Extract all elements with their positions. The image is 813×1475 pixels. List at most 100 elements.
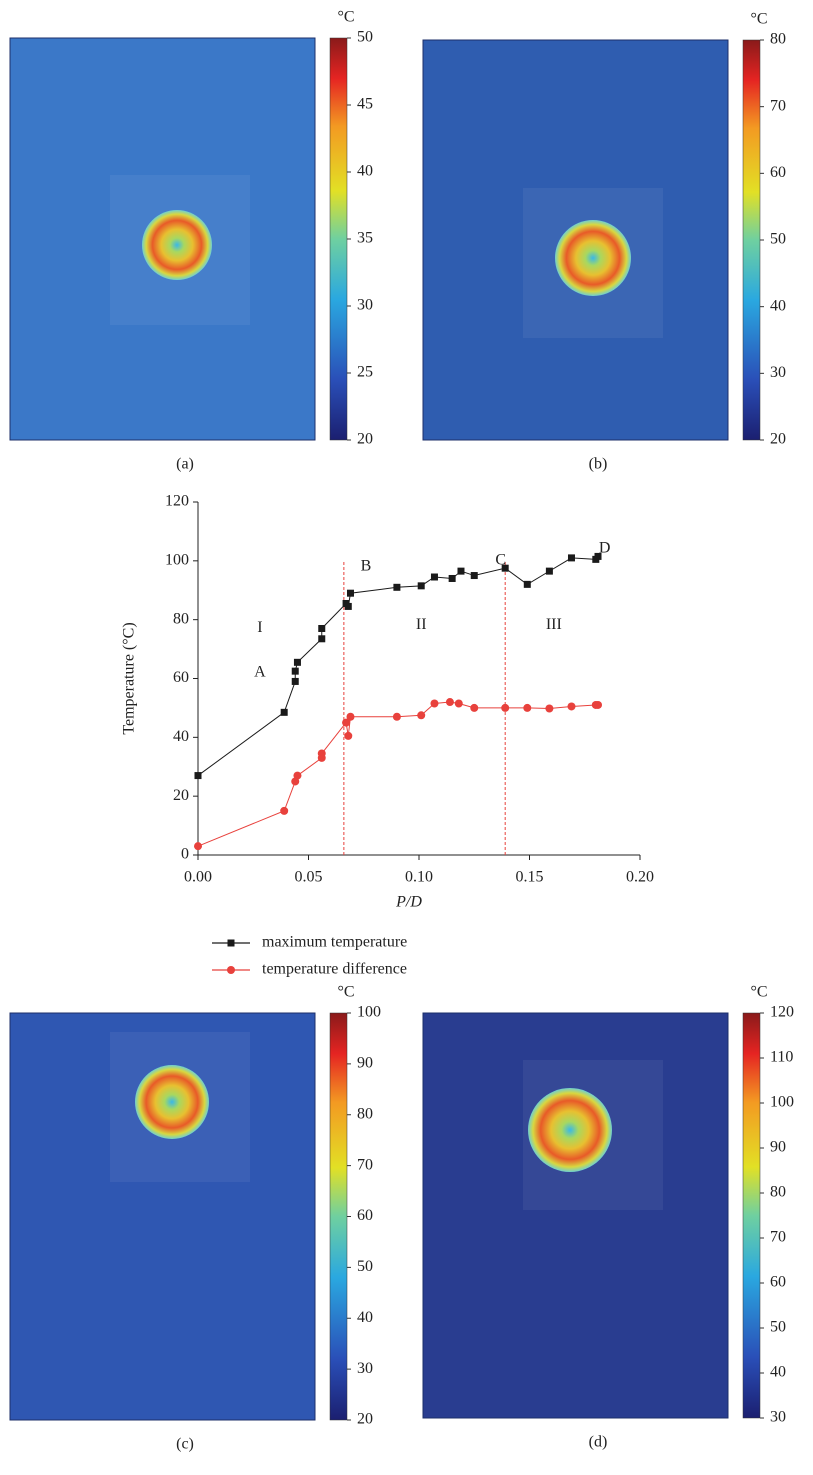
y-tick-label: 0	[181, 846, 189, 863]
colorbar-tick-label: 70	[357, 1156, 373, 1173]
colorbar-tick-label: 25	[357, 364, 373, 381]
marker	[594, 700, 603, 709]
marker	[346, 712, 355, 721]
marker	[344, 602, 352, 610]
colorbar	[329, 37, 348, 441]
colorbar-tick-label: 40	[357, 1309, 373, 1326]
colorbar-tick-label: 50	[357, 1258, 373, 1275]
marker	[545, 567, 553, 575]
marker	[346, 589, 354, 597]
y-tick-label: 60	[173, 669, 189, 686]
annotation: II	[416, 616, 427, 633]
colorbar-tick-label: 110	[770, 1049, 793, 1066]
marker	[417, 582, 425, 590]
annotation: III	[546, 616, 562, 633]
colorbar-tick-label: 60	[357, 1207, 373, 1224]
colorbar-tick-label: 80	[770, 1184, 786, 1201]
colorbar-tick-label: 30	[357, 1360, 373, 1377]
colorbar-tick-label: 45	[357, 96, 373, 113]
colorbar-tick-label: 35	[357, 230, 373, 247]
annotation: A	[254, 663, 266, 680]
marker	[445, 698, 454, 707]
marker	[293, 771, 302, 780]
marker	[523, 703, 532, 712]
colorbar-tick-label: 30	[770, 1409, 786, 1426]
marker	[567, 702, 576, 711]
marker	[317, 749, 326, 758]
y-axis-label: Temperature (°C)	[121, 622, 138, 734]
x-tick-label: 0.05	[295, 869, 323, 886]
x-tick-label: 0.00	[184, 869, 212, 886]
x-axis-label: P/D	[395, 894, 422, 911]
marker	[417, 711, 426, 720]
colorbar-tick-label: 60	[770, 164, 786, 181]
colorbar-unit: °C	[337, 9, 354, 26]
marker	[430, 573, 438, 581]
marker	[430, 699, 439, 708]
marker	[501, 703, 510, 712]
marker	[523, 580, 531, 588]
x-tick-label: 0.15	[516, 869, 544, 886]
colorbar-tick-label: 80	[770, 31, 786, 48]
colorbar	[742, 39, 761, 441]
colorbar-tick-label: 60	[770, 1274, 786, 1291]
annotation: D	[599, 540, 611, 557]
marker	[501, 564, 509, 572]
marker	[280, 806, 289, 815]
panel-caption: (d)	[589, 1434, 608, 1451]
marker	[344, 731, 353, 740]
y-tick-label: 100	[165, 552, 189, 569]
colorbar-tick-label: 20	[357, 431, 373, 448]
marker	[567, 554, 575, 562]
colorbar	[329, 1012, 348, 1421]
colorbar-tick-label: 40	[357, 163, 373, 180]
colorbar-tick-label: 100	[770, 1094, 794, 1111]
colorbar-tick-label: 70	[770, 97, 786, 114]
series-line	[197, 556, 599, 776]
legend-label: maximum temperature	[262, 934, 407, 951]
colorbar-unit: °C	[750, 984, 767, 1001]
colorbar-tick-label: 70	[770, 1229, 786, 1246]
marker	[293, 658, 301, 666]
colorbar-tick-label: 120	[770, 1004, 794, 1021]
colorbar-tick-label: 90	[770, 1139, 786, 1156]
hot-spot	[528, 1088, 612, 1172]
marker	[454, 699, 463, 708]
colorbar-tick-label: 20	[770, 431, 786, 448]
marker	[318, 635, 326, 643]
marker	[318, 624, 326, 632]
y-tick-label: 120	[165, 493, 189, 510]
colorbar-tick-label: 20	[357, 1411, 373, 1428]
annotation: I	[257, 619, 262, 636]
colorbar-tick-label: 50	[770, 231, 786, 248]
colorbar-tick-label: 50	[357, 29, 373, 46]
annotation: C	[495, 552, 506, 569]
panel-caption: (c)	[176, 1436, 194, 1453]
marker	[392, 712, 401, 721]
marker	[457, 567, 465, 575]
colorbar-tick-label: 90	[357, 1055, 373, 1072]
marker	[393, 583, 401, 591]
colorbar-unit: °C	[337, 984, 354, 1001]
marker	[545, 704, 554, 713]
marker	[291, 667, 299, 675]
hot-spot	[135, 1065, 209, 1139]
series-line	[197, 701, 599, 847]
marker	[470, 572, 478, 580]
marker	[194, 842, 202, 851]
marker	[280, 708, 288, 716]
colorbar-tick-label: 100	[357, 1004, 381, 1021]
colorbar-tick-label: 50	[770, 1319, 786, 1336]
legend-label: temperature difference	[262, 961, 407, 978]
colorbar-tick-label: 80	[357, 1105, 373, 1122]
legend-marker	[227, 966, 235, 974]
marker	[594, 552, 602, 560]
marker	[448, 574, 456, 582]
marker	[470, 703, 479, 712]
x-tick-label: 0.10	[405, 869, 433, 886]
marker	[194, 772, 202, 780]
panel-caption: (b)	[589, 456, 608, 473]
legend-marker	[227, 939, 235, 947]
x-tick-label: 0.20	[626, 869, 654, 886]
